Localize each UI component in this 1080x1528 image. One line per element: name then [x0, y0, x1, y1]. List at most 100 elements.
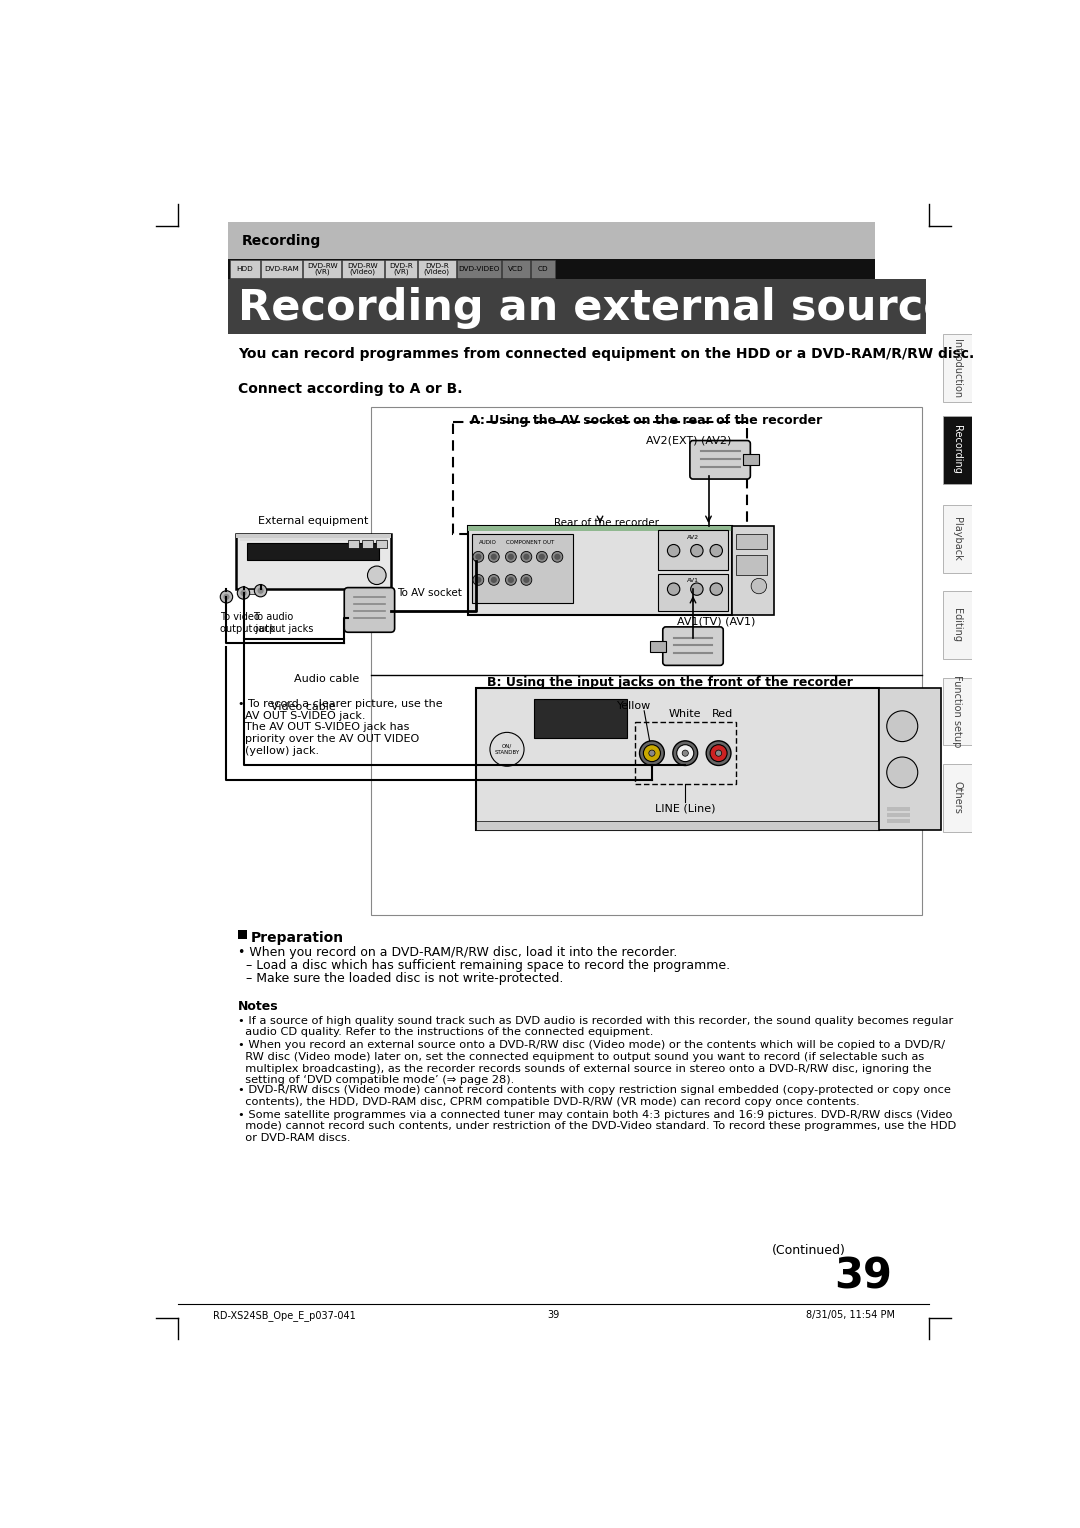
- Text: CD: CD: [538, 266, 549, 272]
- Circle shape: [224, 594, 230, 601]
- Bar: [228, 222, 875, 258]
- Text: • DVD-R/RW discs (Video mode) cannot record contents with copy restriction signa: • DVD-R/RW discs (Video mode) cannot rec…: [238, 1085, 951, 1106]
- Bar: [650, 640, 666, 651]
- Text: DVD-R
(VR): DVD-R (VR): [389, 263, 413, 275]
- Circle shape: [505, 575, 516, 585]
- Bar: [372, 590, 386, 594]
- Circle shape: [537, 552, 548, 562]
- Bar: [247, 590, 261, 594]
- Bar: [943, 335, 972, 402]
- Text: Recording an external source: Recording an external source: [238, 287, 953, 329]
- Circle shape: [524, 578, 529, 584]
- Circle shape: [552, 552, 563, 562]
- Circle shape: [508, 553, 514, 559]
- Circle shape: [691, 584, 703, 596]
- Circle shape: [644, 744, 661, 761]
- Circle shape: [639, 741, 664, 766]
- Circle shape: [554, 553, 561, 559]
- Circle shape: [220, 591, 232, 604]
- Bar: [453, 422, 747, 533]
- Circle shape: [521, 552, 531, 562]
- Circle shape: [490, 732, 524, 766]
- Circle shape: [677, 744, 693, 761]
- Text: Connect according to A or B.: Connect according to A or B.: [238, 382, 462, 396]
- Text: You can record programmes from connected equipment on the HDD or a DVD-RAM/R/RW : You can record programmes from connected…: [238, 347, 974, 361]
- Bar: [418, 260, 456, 278]
- Bar: [943, 416, 972, 484]
- Bar: [476, 688, 879, 830]
- Text: DVD-R
(Video): DVD-R (Video): [423, 263, 450, 275]
- Text: AUDIO: AUDIO: [478, 539, 497, 545]
- Circle shape: [667, 544, 679, 556]
- Text: To AV socket: To AV socket: [397, 588, 462, 597]
- Text: – Load a disc which has sufficient remaining space to record the programme.: – Load a disc which has sufficient remai…: [238, 958, 730, 972]
- Text: • To record a clearer picture, use the
  AV OUT S-VIDEO jack.
  The AV OUT S-VID: • To record a clearer picture, use the A…: [238, 700, 443, 756]
- Text: Yellow: Yellow: [617, 701, 651, 711]
- Text: HDD: HDD: [237, 266, 253, 272]
- Circle shape: [521, 575, 531, 585]
- Bar: [260, 260, 302, 278]
- Circle shape: [473, 575, 484, 585]
- Text: To audio
output jacks: To audio output jacks: [253, 613, 313, 634]
- Circle shape: [238, 587, 249, 599]
- Text: AV2(EXT) (AV2): AV2(EXT) (AV2): [647, 435, 732, 446]
- Text: DVD-VIDEO: DVD-VIDEO: [458, 266, 499, 272]
- Circle shape: [667, 584, 679, 596]
- Circle shape: [710, 744, 727, 761]
- Bar: [228, 278, 926, 335]
- Text: DVD-RW
(Video): DVD-RW (Video): [348, 263, 378, 275]
- Bar: [303, 260, 341, 278]
- Circle shape: [539, 553, 545, 559]
- Circle shape: [490, 578, 497, 584]
- Bar: [943, 591, 972, 659]
- Text: 39: 39: [548, 1309, 559, 1320]
- Text: A: Using the AV socket on the rear of the recorder: A: Using the AV socket on the rear of th…: [471, 414, 823, 426]
- Circle shape: [673, 741, 698, 766]
- Bar: [887, 813, 910, 817]
- Bar: [362, 539, 373, 547]
- Bar: [469, 526, 732, 530]
- Text: VCD: VCD: [508, 266, 524, 272]
- Circle shape: [706, 741, 731, 766]
- Bar: [247, 542, 379, 559]
- Text: • If a source of high quality sound track such as DVD audio is recorded with thi: • If a source of high quality sound trac…: [238, 1016, 954, 1038]
- Bar: [501, 260, 530, 278]
- Circle shape: [508, 578, 514, 584]
- Text: Preparation: Preparation: [252, 931, 345, 944]
- Bar: [238, 931, 246, 938]
- Circle shape: [887, 756, 918, 788]
- Circle shape: [257, 588, 264, 594]
- Circle shape: [490, 553, 497, 559]
- Circle shape: [751, 579, 767, 594]
- Circle shape: [710, 584, 723, 596]
- Bar: [535, 700, 627, 738]
- Text: COMPONENT OUT: COMPONENT OUT: [507, 539, 554, 545]
- Bar: [943, 506, 972, 573]
- Bar: [457, 260, 501, 278]
- Circle shape: [683, 750, 688, 756]
- Bar: [235, 533, 391, 538]
- Text: Video cable: Video cable: [271, 701, 336, 712]
- Bar: [476, 821, 879, 830]
- Circle shape: [473, 552, 484, 562]
- Text: Notes: Notes: [238, 1001, 279, 1013]
- FancyBboxPatch shape: [345, 588, 394, 633]
- Bar: [240, 538, 387, 541]
- Text: Recording: Recording: [242, 234, 321, 248]
- Text: Red: Red: [712, 709, 733, 718]
- Bar: [658, 530, 728, 570]
- Text: • Some satellite programmes via a connected tuner may contain both 4:3 pictures : • Some satellite programmes via a connec…: [238, 1109, 956, 1143]
- Text: Playback: Playback: [953, 516, 962, 561]
- Circle shape: [649, 750, 656, 756]
- Bar: [735, 533, 767, 549]
- Text: B: Using the input jacks on the front of the recorder: B: Using the input jacks on the front of…: [487, 677, 853, 689]
- Text: Recording: Recording: [953, 425, 962, 474]
- Circle shape: [715, 750, 721, 756]
- Circle shape: [691, 544, 703, 556]
- Bar: [879, 688, 941, 830]
- Bar: [943, 764, 972, 831]
- Bar: [342, 260, 383, 278]
- Bar: [348, 539, 359, 547]
- Bar: [376, 539, 387, 547]
- Text: Function setup: Function setup: [953, 675, 962, 747]
